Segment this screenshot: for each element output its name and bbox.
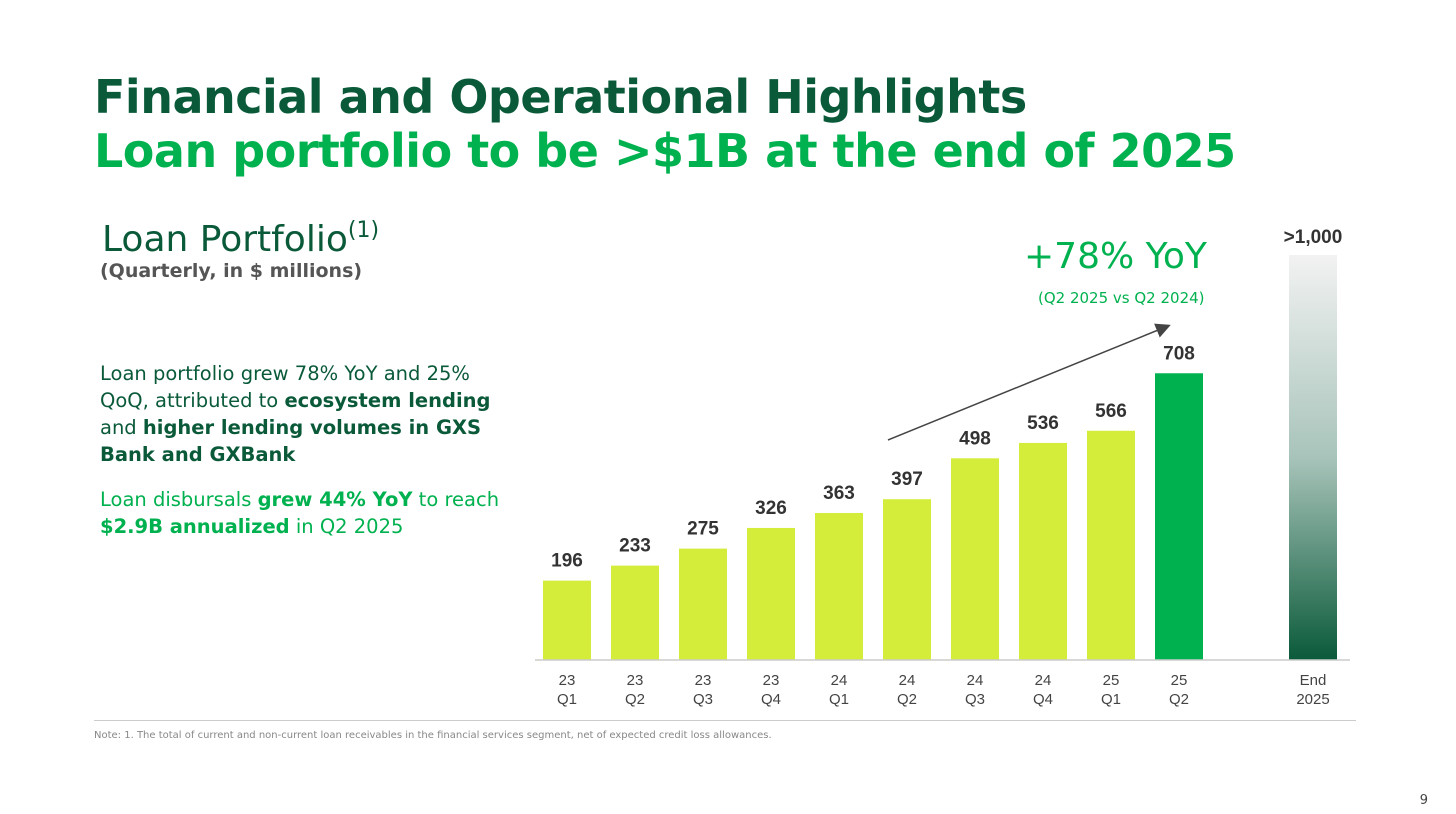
bar-24-Q2 bbox=[883, 499, 931, 660]
x-tick-label: Q1 bbox=[1101, 691, 1121, 708]
bar-24-Q4 bbox=[1019, 442, 1067, 660]
x-tick-label: 24 bbox=[1035, 672, 1052, 689]
x-tick-label: Q2 bbox=[897, 691, 917, 708]
data-label: 233 bbox=[619, 536, 651, 557]
page-subtitle: Loan portfolio to be >$1B at the end of … bbox=[94, 124, 1236, 178]
data-label: 566 bbox=[1095, 401, 1127, 422]
x-tick-label: Q1 bbox=[557, 691, 577, 708]
bar-23-Q4 bbox=[747, 527, 795, 660]
bar-25-Q2 bbox=[1155, 373, 1203, 660]
x-tick-label: 23 bbox=[763, 672, 780, 689]
x-tick-label: Q2 bbox=[625, 691, 645, 708]
x-tick-label: Q3 bbox=[693, 691, 713, 708]
data-label: 326 bbox=[755, 498, 787, 519]
bar-23-Q3 bbox=[679, 548, 727, 660]
bar-24-Q3 bbox=[951, 458, 999, 660]
bullet-segment: Loan portfolio grew 78% YoY and 25% QoQ,… bbox=[100, 362, 470, 412]
x-tick-label: 25 bbox=[1171, 672, 1188, 689]
data-label: 536 bbox=[1027, 413, 1059, 434]
footnote-ref: (1) bbox=[347, 218, 380, 243]
yoy-callout-detail: (Q2 2025 vs Q2 2024) bbox=[1038, 289, 1205, 307]
bullet-segment: Loan disbursals bbox=[100, 488, 258, 511]
bullet-segment: to reach bbox=[412, 488, 500, 511]
yoy-callout: +78% YoY bbox=[1024, 236, 1207, 277]
bullet-segment: higher lending volumes in GXS Bank and G… bbox=[100, 416, 482, 466]
x-tick-label: 25 bbox=[1103, 672, 1120, 689]
x-tick-label: 23 bbox=[627, 672, 644, 689]
bar-23-Q1 bbox=[543, 580, 591, 660]
bullet-2: Loan disbursals grew 44% YoY to reach $2… bbox=[100, 486, 500, 540]
section-title: Loan Portfolio(1) bbox=[102, 218, 379, 260]
bar-23-Q2 bbox=[611, 565, 659, 660]
footnote: Note: 1. The total of current and non-cu… bbox=[94, 730, 772, 741]
x-tick-label: Q3 bbox=[965, 691, 985, 708]
data-label: >1,000 bbox=[1284, 227, 1343, 248]
bar-End-2025 bbox=[1289, 255, 1337, 660]
growth-arrow bbox=[887, 323, 1171, 441]
data-label: 196 bbox=[551, 551, 583, 572]
x-tick-label: 24 bbox=[831, 672, 848, 689]
bullet-1: Loan portfolio grew 78% YoY and 25% QoQ,… bbox=[100, 360, 500, 468]
x-tick-label: 24 bbox=[899, 672, 916, 689]
page-title: Financial and Operational Highlights bbox=[94, 70, 1027, 124]
data-label: 708 bbox=[1163, 343, 1195, 364]
x-tick-label: End bbox=[1300, 672, 1327, 689]
x-tick-label: Q1 bbox=[829, 691, 849, 708]
divider bbox=[94, 720, 1356, 721]
section-units: (Quarterly, in $ millions) bbox=[100, 260, 363, 282]
x-tick-label: Q4 bbox=[761, 691, 781, 708]
data-label: 397 bbox=[891, 469, 923, 490]
x-tick-label: Q2 bbox=[1169, 691, 1189, 708]
data-label: 498 bbox=[959, 428, 991, 449]
bullet-segment: ecosystem lending bbox=[284, 389, 491, 412]
bullet-segment: grew 44% YoY bbox=[257, 488, 413, 511]
bar-24-Q1 bbox=[815, 512, 863, 660]
x-tick-label: Q4 bbox=[1033, 691, 1053, 708]
data-label: 363 bbox=[823, 483, 855, 504]
bullet-segment: in Q2 2025 bbox=[289, 515, 404, 538]
bar-25-Q1 bbox=[1087, 430, 1135, 660]
x-tick-label: 23 bbox=[559, 672, 576, 689]
x-tick-label: 24 bbox=[967, 672, 984, 689]
x-tick-label: 23 bbox=[695, 672, 712, 689]
x-tick-label: 2025 bbox=[1296, 691, 1329, 708]
data-label: 275 bbox=[687, 519, 719, 540]
bullet-segment: $2.9B annualized bbox=[100, 515, 290, 538]
page-number: 9 bbox=[1419, 793, 1428, 808]
bullet-segment: and bbox=[100, 416, 143, 439]
section-title-text: Loan Portfolio bbox=[102, 219, 348, 260]
